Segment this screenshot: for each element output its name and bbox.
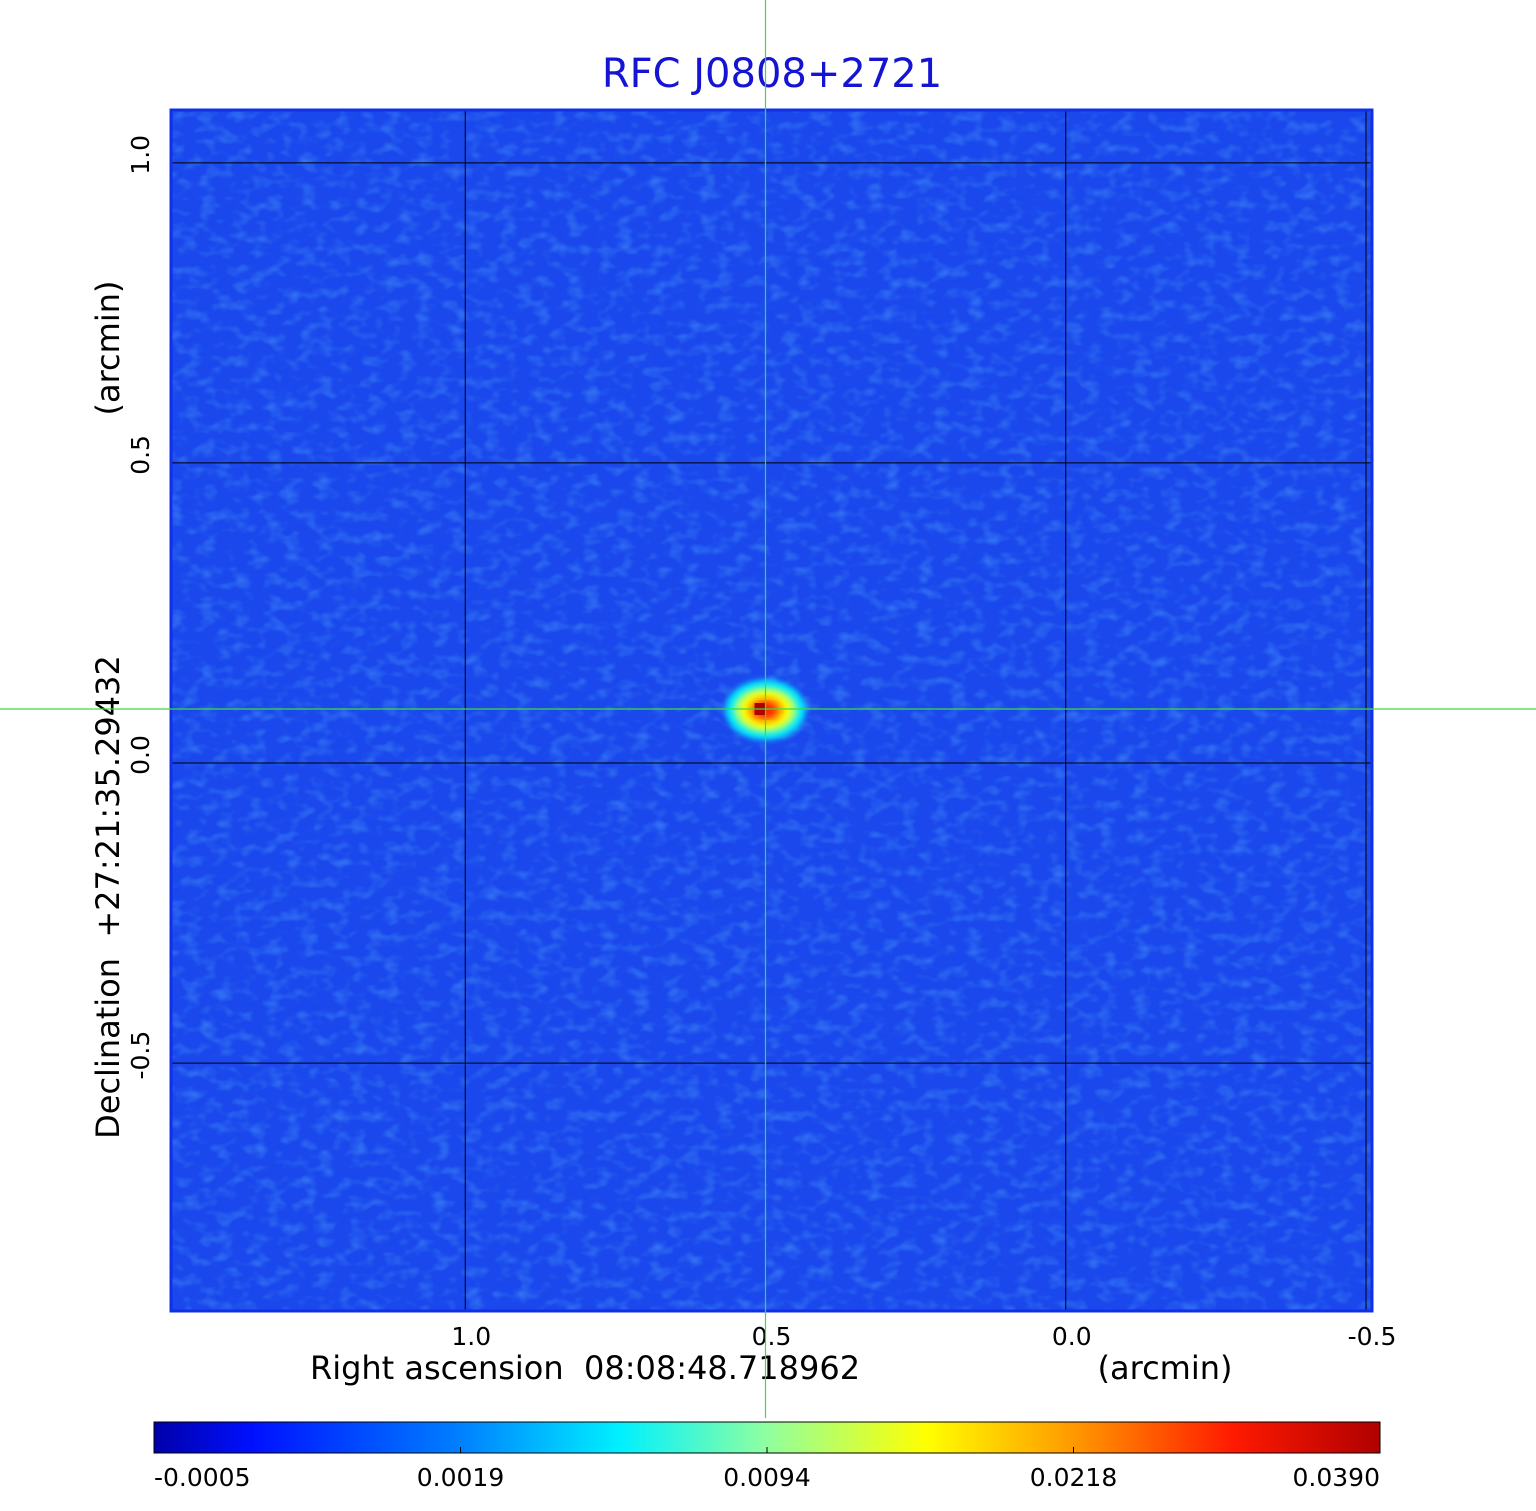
colorbar-tick-label: 0.0390: [1293, 1463, 1380, 1492]
x-tick-label: 1.0: [451, 1322, 491, 1351]
chart-title: RFC J0808+2721: [602, 51, 942, 97]
x-axis-unit: (arcmin): [1098, 1349, 1233, 1387]
y-tick-label: 1.0: [126, 135, 155, 175]
y-tick-label: 0.0: [126, 735, 155, 775]
y-axis-unit: (arcmin): [89, 281, 127, 416]
colorbar-tick-label: 0.0019: [417, 1463, 504, 1492]
x-tick-label: 0.5: [752, 1322, 792, 1351]
plot-area: [171, 110, 1372, 1311]
y-tick-label: 0.5: [126, 435, 155, 475]
colorbar-tick-label: 0.0094: [723, 1463, 810, 1492]
colorbar-tick-label: 0.0218: [1030, 1463, 1117, 1492]
y-tick-label: -0.5: [126, 1031, 155, 1080]
x-axis-label: Right ascension 08:08:48.718962: [310, 1349, 860, 1387]
x-tick-label: -0.5: [1348, 1322, 1397, 1351]
colorbar-tick-label: -0.0005: [154, 1463, 251, 1492]
y-axis-label: Declination +27:21:35.29432: [89, 655, 127, 1139]
x-tick-label: 0.0: [1052, 1322, 1092, 1351]
plot-border: [169, 108, 1374, 1313]
